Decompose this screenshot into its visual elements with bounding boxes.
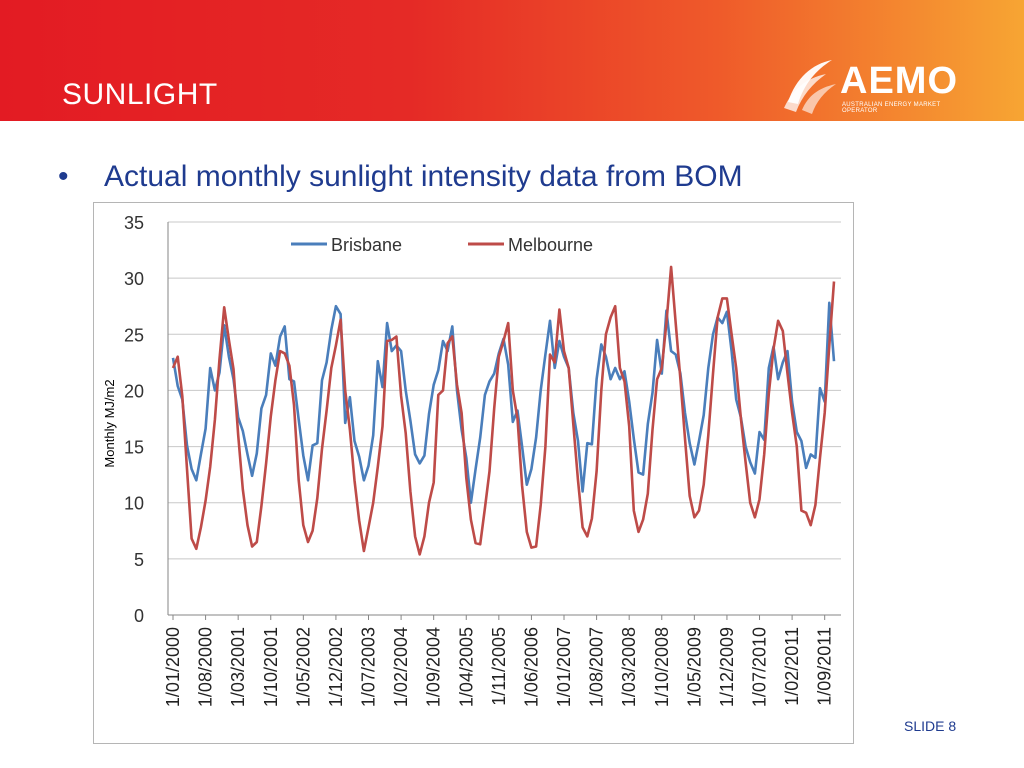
y-tick-label: 5	[134, 550, 144, 570]
y-tick-label: 30	[124, 269, 144, 289]
x-tick-label: 1/01/2007	[554, 627, 574, 707]
x-tick-label: 1/03/2001	[228, 627, 248, 707]
aemo-logo-text: AEMO	[840, 60, 958, 102]
y-tick-label: 15	[124, 438, 144, 458]
x-tick-label: 1/08/2007	[587, 627, 607, 707]
series-line-melbourne	[171, 265, 836, 556]
x-tick-label: 1/05/2002	[293, 627, 313, 707]
y-tick-label: 35	[124, 213, 144, 233]
x-tick-label: 1/01/2000	[163, 627, 183, 707]
legend-label-melbourne: Melbourne	[508, 235, 593, 255]
sunlight-line-chart: 0 5 10 15 20 25 30 35 Monthly MJ/m2 1/01/2000 1/08…	[102, 213, 841, 707]
x-tick-label: 1/02/2004	[391, 627, 411, 707]
x-tick-label: 1/02/2011	[782, 627, 802, 706]
aemo-swoosh-icon	[784, 60, 836, 114]
bullet-dot-icon: •	[58, 160, 69, 193]
y-axis-title: Monthly MJ/m2	[102, 379, 117, 467]
aemo-logo-subtext: AUSTRALIAN ENERGY MARKET OPERATOR	[842, 102, 941, 114]
x-tick-label: 1/07/2003	[359, 627, 379, 707]
y-tick-label: 0	[134, 606, 144, 626]
x-tick-label: 1/11/2005	[489, 627, 509, 706]
y-tick-label: 10	[124, 494, 144, 514]
slide-number: SLIDE 8	[904, 718, 957, 734]
chart-frame: 0 5 10 15 20 25 30 35 Monthly MJ/m2 1/01/2000 1/08…	[93, 202, 854, 744]
x-tick-label: 1/06/2006	[521, 627, 541, 707]
x-tick-label: 1/12/2002	[326, 627, 346, 707]
x-tick-label: 1/04/2005	[456, 627, 476, 707]
x-tick-label: 1/10/2001	[261, 627, 281, 707]
x-tick-label: 1/09/2011	[815, 627, 835, 706]
x-tick-label: 1/05/2009	[684, 627, 704, 707]
x-tick-label: 1/08/2000	[196, 627, 216, 707]
y-tick-label: 20	[124, 381, 144, 401]
x-tick-label: 1/12/2009	[717, 627, 737, 707]
aemo-logo: AEMO AUSTRALIAN ENERGY MARKET OPERATOR	[782, 56, 972, 116]
bullet-text: Actual monthly sunlight intensity data f…	[104, 160, 743, 193]
x-tick-label: 1/03/2008	[619, 627, 639, 707]
x-tick-label: 1/07/2010	[750, 627, 770, 707]
x-tick-label: 1/09/2004	[424, 627, 444, 707]
x-tick-label: 1/10/2008	[652, 627, 672, 707]
legend-label-brisbane: Brisbane	[331, 235, 402, 255]
slide-title: SUNLIGHT	[62, 78, 218, 111]
slide-header: SUNLIGHT AEMO AUSTRALIAN ENERGY MARKET O…	[0, 0, 1024, 121]
y-tick-label: 25	[124, 325, 144, 345]
